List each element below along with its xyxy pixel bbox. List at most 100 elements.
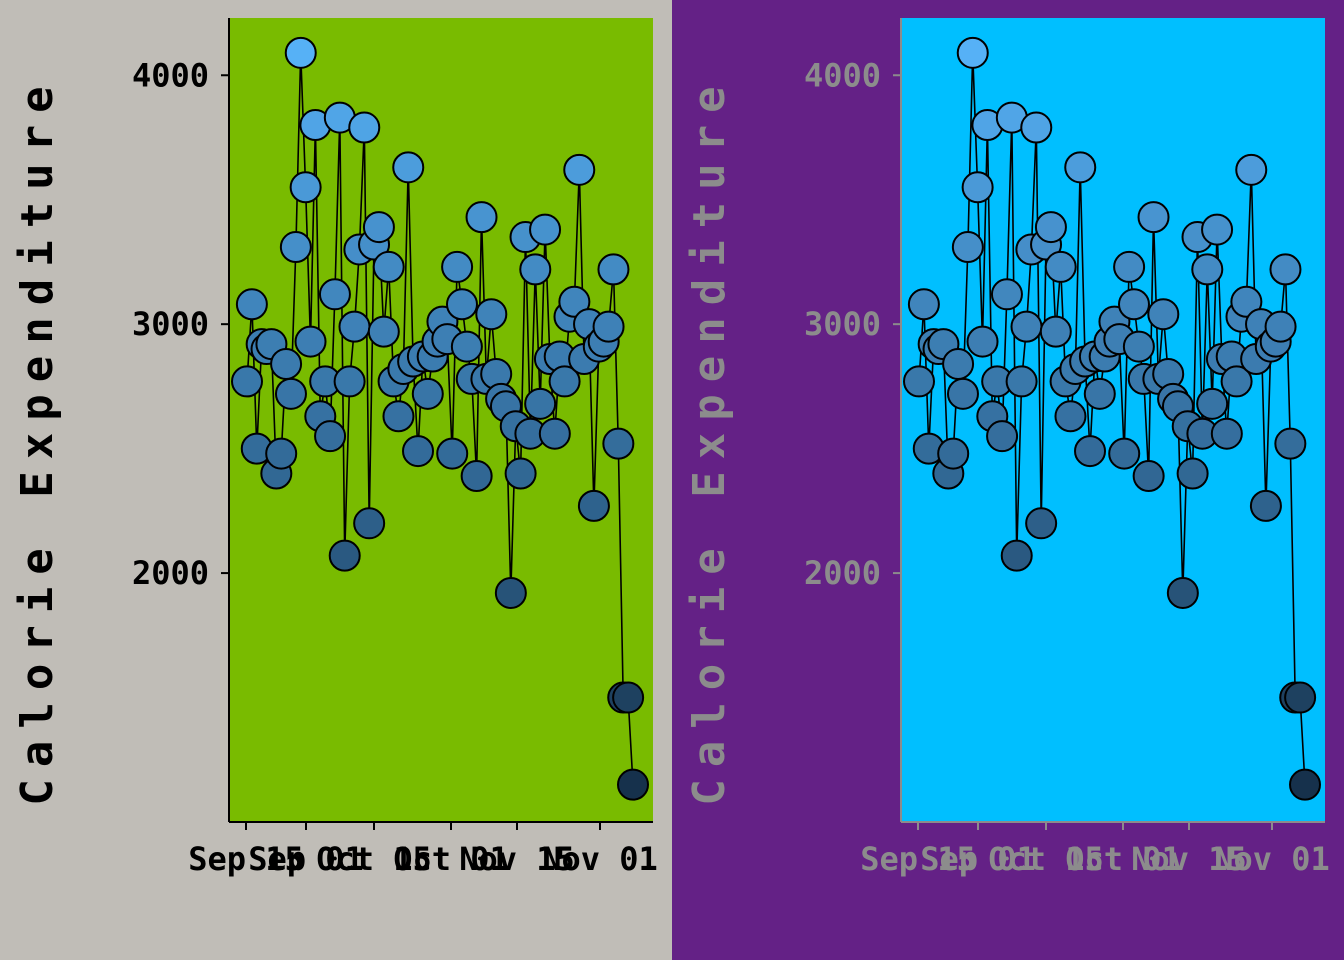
data-point	[990, 278, 1023, 311]
data-point	[1137, 201, 1170, 234]
data-point	[235, 288, 268, 321]
data-point	[1117, 288, 1150, 321]
y-axis-title: Calorie Expenditure	[12, 74, 63, 805]
y-tick-label: 4000	[804, 56, 881, 94]
data-point	[942, 347, 975, 380]
data-point	[460, 460, 493, 493]
data-point	[946, 377, 979, 410]
data-point	[338, 310, 371, 343]
data-point	[961, 171, 994, 204]
data-point	[372, 250, 405, 283]
data-point	[1235, 153, 1268, 186]
data-point	[1039, 315, 1072, 348]
data-point	[1083, 377, 1116, 410]
data-point	[362, 211, 395, 244]
data-point	[1264, 310, 1297, 343]
y-tick-label: 2000	[804, 554, 881, 592]
data-point	[1201, 213, 1234, 246]
data-point	[1000, 539, 1033, 572]
data-point	[1230, 285, 1263, 318]
data-point	[436, 437, 469, 470]
data-point	[504, 457, 537, 490]
data-point	[411, 377, 444, 410]
data-point	[1132, 460, 1165, 493]
data-point	[1010, 310, 1043, 343]
data-point	[951, 231, 984, 264]
data-point	[1269, 253, 1302, 286]
data-point	[907, 288, 940, 321]
y-tick-label: 2000	[132, 554, 209, 592]
data-point	[903, 365, 935, 398]
x-tick-label: Nov 15	[1131, 840, 1247, 878]
data-point	[265, 437, 298, 470]
data-point	[563, 153, 596, 186]
data-point	[445, 288, 478, 321]
data-point	[1074, 435, 1107, 468]
data-point	[314, 420, 347, 453]
data-point	[494, 576, 527, 609]
data-point	[1166, 576, 1199, 609]
data-point	[289, 171, 322, 204]
data-point	[353, 507, 386, 540]
data-point	[597, 253, 630, 286]
data-point	[612, 681, 645, 714]
data-point	[519, 253, 552, 286]
data-point	[1196, 387, 1229, 420]
data-point	[577, 489, 610, 522]
x-tick-label: Sep 15	[860, 840, 976, 878]
data-point	[1210, 417, 1243, 450]
data-point	[475, 298, 508, 331]
data-point	[1108, 437, 1141, 470]
data-point	[1054, 400, 1087, 433]
y-tick-label: 3000	[132, 305, 209, 343]
data-point	[986, 420, 1019, 453]
plot-area	[901, 18, 1325, 822]
data-point	[231, 365, 263, 398]
x-tick-label: Oct 01	[393, 840, 509, 878]
data-point	[1176, 457, 1209, 490]
x-tick-label: Oct 15	[988, 840, 1104, 878]
x-tick-label: Oct 01	[1065, 840, 1181, 878]
data-point	[529, 213, 562, 246]
data-point	[538, 417, 571, 450]
data-point	[1025, 507, 1058, 540]
x-tick-label: Sep 15	[188, 840, 304, 878]
data-point	[1274, 427, 1307, 460]
data-point	[1191, 253, 1224, 286]
data-point	[1113, 250, 1146, 283]
data-point	[558, 285, 591, 318]
data-point	[318, 278, 351, 311]
data-point	[270, 347, 303, 380]
data-point	[1064, 151, 1097, 184]
data-point	[602, 427, 635, 460]
data-point	[1249, 489, 1282, 522]
x-tick-label: Oct 15	[316, 840, 432, 878]
data-point	[1005, 365, 1038, 398]
data-point	[617, 768, 649, 801]
data-point	[937, 437, 970, 470]
data-point	[1034, 211, 1067, 244]
data-point	[1122, 330, 1155, 363]
x-tick-label: Nov 01	[542, 840, 658, 878]
data-point	[1044, 250, 1077, 283]
x-tick-label: Sep 01	[248, 840, 364, 878]
plot-area	[229, 18, 653, 822]
data-point	[402, 435, 435, 468]
data-point	[1147, 298, 1180, 331]
data-point	[294, 325, 327, 358]
data-point	[333, 365, 366, 398]
data-point	[348, 111, 381, 144]
data-point	[956, 36, 989, 69]
data-point	[279, 231, 312, 264]
y-tick-label: 3000	[804, 305, 881, 343]
x-tick-label: Nov 15	[459, 840, 575, 878]
data-point	[367, 315, 400, 348]
x-tick-label: Sep 01	[920, 840, 1036, 878]
data-point	[328, 539, 361, 572]
data-point	[284, 36, 317, 69]
data-point	[1289, 768, 1321, 801]
data-point	[274, 377, 307, 410]
